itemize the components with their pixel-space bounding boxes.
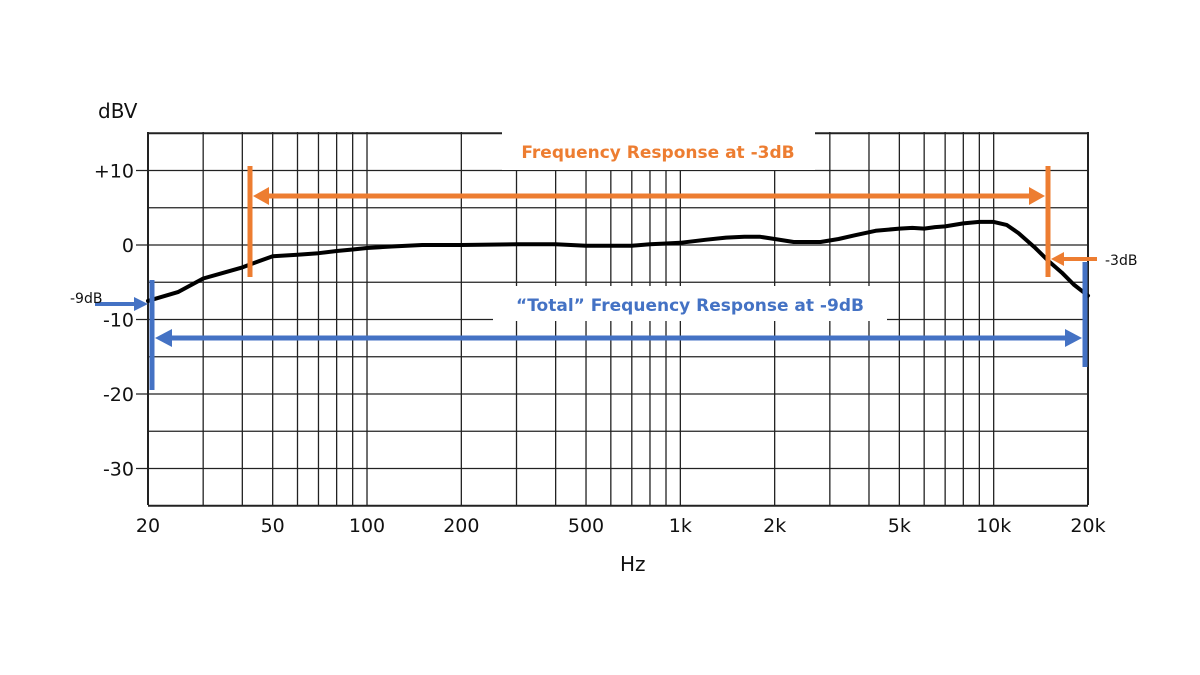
x-tick-label: 20k <box>1070 515 1105 537</box>
y-tick-label: -10 <box>103 310 134 332</box>
blue-arrowhead-right <box>1065 329 1082 347</box>
response-curve <box>146 219 1090 303</box>
x-tick-label: 20 <box>136 515 160 537</box>
minus-9db-arrowhead <box>134 297 148 311</box>
x-tick-label: 5k <box>888 515 911 537</box>
y-tick-label: +10 <box>94 161 134 183</box>
minus-3db-label: -3dB <box>1105 253 1137 269</box>
x-tick-label: 1k <box>669 515 692 537</box>
x-tick-label: 2k <box>763 515 786 537</box>
y-tick-label: -20 <box>103 384 134 406</box>
x-tick-label: 10k <box>976 515 1011 537</box>
blue-arrowhead-left <box>155 329 172 347</box>
blue-annotation-title: “Total” Frequency Response at -9dB <box>516 296 864 316</box>
orange-label-box <box>502 131 815 170</box>
response-line <box>146 219 1090 303</box>
minus-9db-label: -9dB <box>70 291 102 307</box>
blue-label-box <box>493 286 887 321</box>
axis-ticks: +10 0 -10 -20 -30 20 50 100 200 500 1k 2k 5k 10k 20k <box>94 161 1106 538</box>
y-tick-label: -30 <box>103 459 134 481</box>
x-tick-label: 500 <box>568 515 604 537</box>
y-tick-label: 0 <box>122 235 134 257</box>
x-tick-label: 200 <box>443 515 479 537</box>
x-axis-title: Hz <box>620 552 646 576</box>
minus-3db-arrowhead <box>1051 252 1064 266</box>
orange-annotation-title: Frequency Response at -3dB <box>521 143 794 163</box>
orange-arrowhead-left <box>253 187 269 205</box>
x-tick-label: 100 <box>349 515 385 537</box>
annotations: Frequency Response at -3dB “Total” Freque… <box>95 131 1097 390</box>
x-tick-label: 50 <box>261 515 285 537</box>
orange-arrowhead-right <box>1029 187 1045 205</box>
y-axis-title: dBV <box>98 99 138 123</box>
